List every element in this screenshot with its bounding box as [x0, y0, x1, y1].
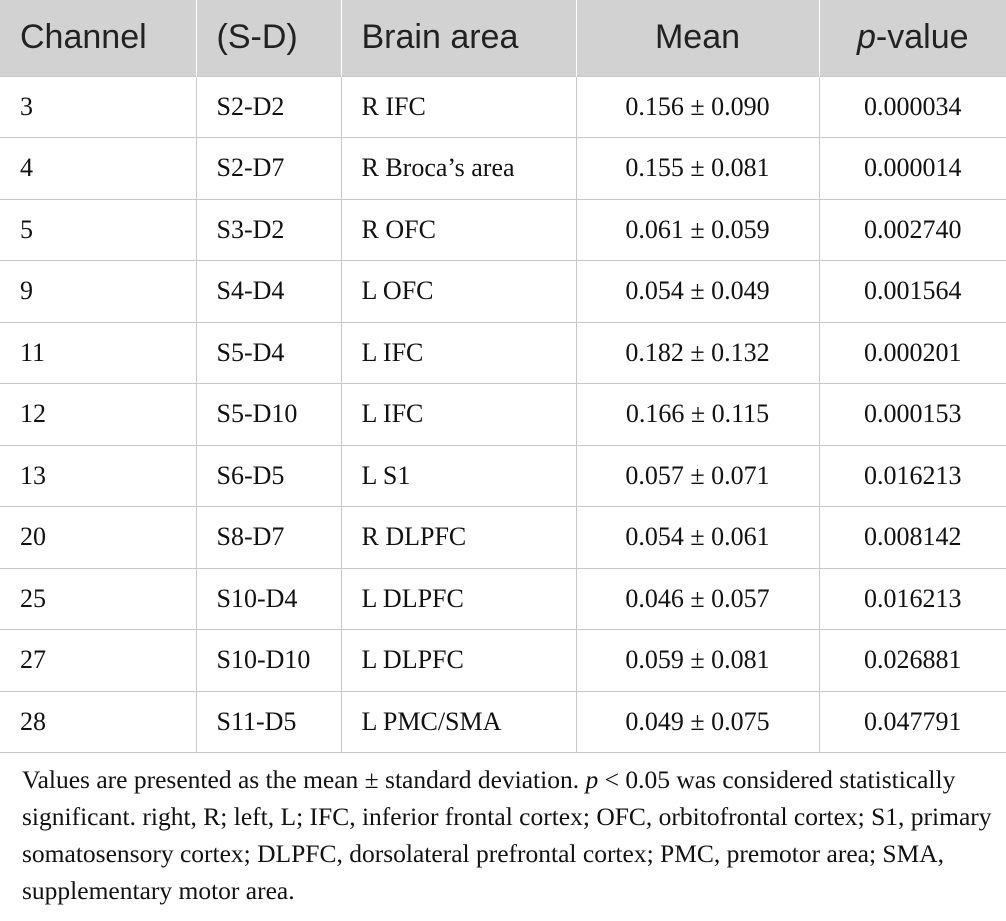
header-pvalue-rest: -value [875, 18, 969, 57]
table-row: 13 S6-D5 L S1 0.057 ± 0.071 0.016213 [0, 444, 1006, 507]
cell-brain-area: L IFC [340, 321, 576, 384]
cell-brain-area: L DLPFC [340, 567, 576, 630]
cell-brain-area: R IFC [340, 75, 576, 138]
header-pvalue-p: p [856, 18, 876, 57]
cell-mean: 0.057 ± 0.071 [575, 444, 819, 507]
cell-channel: 13 [0, 444, 196, 507]
header-sd: (S-D) [195, 0, 341, 76]
table-row: 25 S10-D4 L DLPFC 0.046 ± 0.057 0.016213 [0, 567, 1006, 630]
cell-source-detector: S10-D10 [195, 629, 341, 691]
cell-channel: 3 [0, 75, 196, 138]
table-row: 3 S2-D2 R IFC 0.156 ± 0.090 0.000034 [0, 75, 1006, 138]
cell-source-detector: S6-D5 [195, 444, 341, 507]
table-row: 27 S10-D10 L DLPFC 0.059 ± 0.081 0.026881 [0, 629, 1006, 691]
cell-mean: 0.054 ± 0.049 [575, 260, 819, 322]
header-mean: Mean [575, 0, 819, 76]
cell-pvalue: 0.000201 [818, 321, 1006, 384]
footnote-p: p [585, 765, 599, 794]
cell-brain-area: L OFC [340, 260, 576, 322]
cell-source-detector: S10-D4 [195, 567, 341, 630]
cell-brain-area: L S1 [340, 444, 576, 507]
cell-brain-area: L PMC/SMA [340, 690, 576, 753]
cell-source-detector: S8-D7 [195, 506, 341, 568]
cell-channel: 9 [0, 260, 196, 322]
header-pvalue: p-value [818, 0, 1006, 76]
cell-brain-area: R OFC [340, 198, 576, 261]
cell-mean: 0.054 ± 0.061 [575, 506, 819, 568]
cell-mean: 0.059 ± 0.081 [575, 629, 819, 691]
cell-pvalue: 0.000153 [818, 383, 1006, 445]
cell-source-detector: S5-D10 [195, 383, 341, 445]
table-row: 11 S5-D4 L IFC 0.182 ± 0.132 0.000201 [0, 321, 1006, 384]
header-channel: Channel [20, 18, 147, 57]
cell-mean: 0.155 ± 0.081 [575, 137, 819, 199]
cell-source-detector: S3-D2 [195, 198, 341, 261]
cell-brain-area: R Broca’s area [340, 137, 576, 199]
cell-mean: 0.049 ± 0.075 [575, 690, 819, 753]
table-header: Channel (S-D) Brain area Mean p-value [0, 0, 1006, 76]
cell-pvalue: 0.000034 [818, 75, 1006, 138]
cell-channel: 27 [0, 629, 196, 691]
cell-pvalue: 0.026881 [818, 629, 1006, 691]
table-row: 5 S3-D2 R OFC 0.061 ± 0.059 0.002740 [0, 198, 1006, 261]
cell-source-detector: S4-D4 [195, 260, 341, 322]
cell-channel: 12 [0, 383, 196, 445]
cell-pvalue: 0.016213 [818, 567, 1006, 630]
cell-pvalue: 0.002740 [818, 198, 1006, 261]
table-body: 3 S2-D2 R IFC 0.156 ± 0.090 0.000034 4 S2-D7 R … [0, 75, 1006, 753]
cell-channel: 4 [0, 137, 196, 199]
table-row: 9 S4-D4 L OFC 0.054 ± 0.049 0.001564 [0, 260, 1006, 322]
table-row: 20 S8-D7 R DLPFC 0.054 ± 0.061 0.008142 [0, 506, 1006, 568]
cell-pvalue: 0.016213 [818, 444, 1006, 507]
cell-pvalue: 0.008142 [818, 506, 1006, 568]
table-row: 12 S5-D10 L IFC 0.166 ± 0.115 0.000153 [0, 383, 1006, 445]
cell-mean: 0.182 ± 0.132 [575, 321, 819, 384]
cell-brain-area: L DLPFC [340, 629, 576, 691]
footnote-part1: Values are presented as the mean ± stand… [22, 765, 586, 794]
footnote-part2: < 0.05 was considered statistically sign… [22, 765, 992, 905]
table-footnote: Values are presented as the mean ± stand… [22, 761, 996, 909]
cell-source-detector: S2-D7 [195, 137, 341, 199]
cell-source-detector: S2-D2 [195, 75, 341, 138]
cell-source-detector: S11-D5 [195, 690, 341, 753]
cell-brain-area: R DLPFC [340, 506, 576, 568]
cell-mean: 0.156 ± 0.090 [575, 75, 819, 138]
table-row: 28 S11-D5 L PMC/SMA 0.049 ± 0.075 0.047791 [0, 690, 1006, 753]
cell-source-detector: S5-D4 [195, 321, 341, 384]
cell-channel: 20 [0, 506, 196, 568]
cell-mean: 0.046 ± 0.057 [575, 567, 819, 630]
cell-channel: 11 [0, 321, 196, 384]
cell-pvalue: 0.000014 [818, 137, 1006, 199]
cell-pvalue: 0.001564 [818, 260, 1006, 322]
cell-mean: 0.061 ± 0.059 [575, 198, 819, 261]
cell-mean: 0.166 ± 0.115 [575, 383, 819, 445]
cell-brain-area: L IFC [340, 383, 576, 445]
cell-pvalue: 0.047791 [818, 690, 1006, 753]
header-brain-area: Brain area [340, 0, 576, 76]
table-row: 4 S2-D7 R Broca’s area 0.155 ± 0.081 0.00001… [0, 137, 1006, 199]
cell-channel: 28 [0, 690, 196, 753]
cell-channel: 25 [0, 567, 196, 630]
header-row: Channel (S-D) Brain area Mean p-value [0, 0, 1006, 76]
cell-channel: 5 [0, 198, 196, 261]
